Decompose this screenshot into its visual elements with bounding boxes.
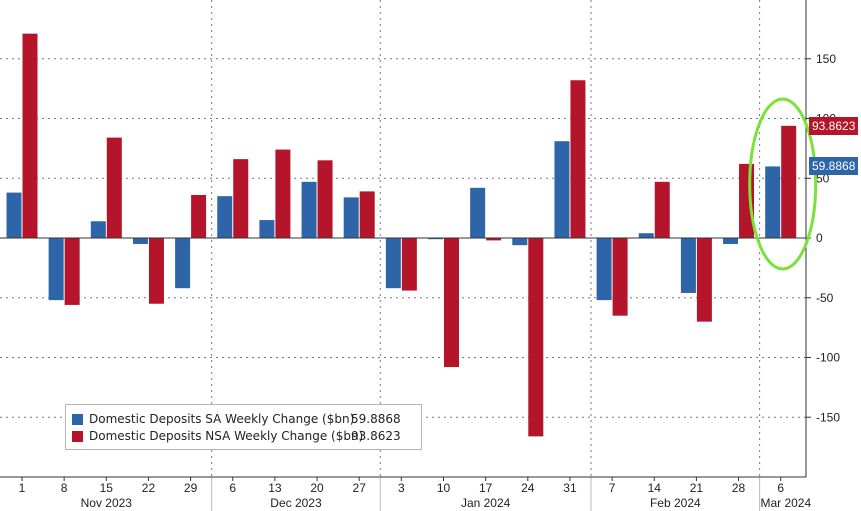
bar-nsa — [570, 80, 586, 238]
bar-nsa — [359, 191, 375, 238]
bar-nsa — [64, 238, 80, 305]
month-label: Nov 2023 — [81, 496, 133, 510]
x-tick-label: 20 — [310, 481, 324, 495]
x-tick-label: 14 — [648, 481, 662, 495]
sa-last-value-tag: 59.8868 — [809, 157, 859, 176]
highlight-ellipse — [748, 97, 818, 271]
x-tick-label: 29 — [184, 481, 198, 495]
bar-sa — [680, 238, 696, 293]
x-tick-label: 27 — [353, 481, 367, 495]
x-tick-label: 1 — [19, 481, 26, 495]
bar-nsa — [781, 125, 797, 238]
bar-sa — [217, 196, 233, 238]
month-label: Jan 2024 — [461, 496, 511, 510]
y-tick-label: -50 — [816, 291, 834, 305]
bar-nsa — [106, 137, 122, 238]
bar-nsa — [528, 238, 544, 437]
y-tick-label: 0 — [816, 231, 823, 245]
bar-nsa — [148, 238, 164, 304]
x-tick-label: 31 — [563, 481, 577, 495]
x-tick-label: 3 — [398, 481, 405, 495]
legend-value-nsa: 93.8623 — [351, 429, 401, 443]
month-label: Mar 2024 — [760, 496, 811, 510]
y-tick-label: -100 — [816, 351, 840, 365]
x-tick-label: 6 — [777, 481, 784, 495]
x-tick-label: 6 — [229, 481, 236, 495]
bar-nsa — [654, 181, 670, 238]
nsa-last-value-tag: 93.8623 — [809, 116, 859, 135]
bar-sa — [723, 238, 739, 244]
legend: Domestic Deposits SA Weekly Change ($bn)… — [65, 404, 422, 450]
x-tick-label: 24 — [521, 481, 535, 495]
legend-label-sa: Domestic Deposits SA Weekly Change ($bn) — [89, 412, 355, 426]
x-tick-label: 28 — [732, 481, 746, 495]
y-tick-label: 150 — [816, 52, 836, 66]
bar-nsa — [233, 159, 249, 238]
x-tick-label: 17 — [479, 481, 493, 495]
month-label: Dec 2023 — [270, 496, 322, 510]
bar-nsa — [444, 238, 459, 368]
x-tick-label: 7 — [609, 481, 616, 495]
bar-sa — [48, 238, 64, 301]
bar-sa — [554, 141, 570, 238]
bar-sa — [259, 220, 275, 238]
bar-nsa — [275, 149, 291, 238]
bar-sa — [470, 187, 486, 238]
bars — [6, 33, 797, 437]
month-label: Feb 2024 — [650, 496, 701, 510]
bar-nsa — [401, 238, 417, 291]
x-tick-label: 8 — [61, 481, 68, 495]
bar-sa — [343, 197, 359, 238]
x-tick-labels: Nov 2023 Dec 2023 Jan 2024 Feb 2024 Mar 2024… — [19, 481, 812, 510]
bar-sa — [596, 238, 612, 301]
legend-item-sa: Domestic Deposits SA Weekly Change ($bn)… — [72, 411, 401, 427]
bar-sa — [90, 221, 106, 238]
bar-sa — [132, 238, 148, 244]
legend-label-nsa: Domestic Deposits NSA Weekly Change ($bn… — [89, 429, 364, 443]
y-tick-labels: 150100500-50-100-150 — [816, 52, 840, 425]
bar-sa — [638, 233, 654, 238]
x-tick-label: 21 — [690, 481, 704, 495]
bar-nsa — [486, 238, 502, 241]
legend-swatch-sa — [72, 413, 83, 425]
bar-nsa — [191, 194, 207, 238]
x-tick-label: 13 — [268, 481, 282, 495]
bar-sa — [385, 238, 401, 289]
x-tick-label: 15 — [100, 481, 114, 495]
bar-sa — [6, 192, 22, 238]
legend-value-sa: 59.8868 — [351, 412, 401, 426]
bar-nsa — [317, 160, 333, 238]
bar-sa — [765, 166, 781, 238]
bar-sa — [428, 238, 443, 240]
legend-item-nsa: Domestic Deposits NSA Weekly Change ($bn… — [72, 428, 401, 444]
axes — [0, 0, 811, 511]
legend-swatch-nsa — [72, 430, 83, 442]
bar-nsa — [612, 238, 628, 316]
bar-sa — [175, 238, 191, 289]
y-tick-label: -150 — [816, 410, 840, 424]
x-tick-label: 10 — [437, 481, 451, 495]
bar-nsa — [696, 238, 712, 322]
x-tick-label: 22 — [142, 481, 156, 495]
bar-sa — [301, 181, 317, 238]
bar-nsa — [22, 33, 38, 238]
bar-sa — [512, 238, 528, 246]
